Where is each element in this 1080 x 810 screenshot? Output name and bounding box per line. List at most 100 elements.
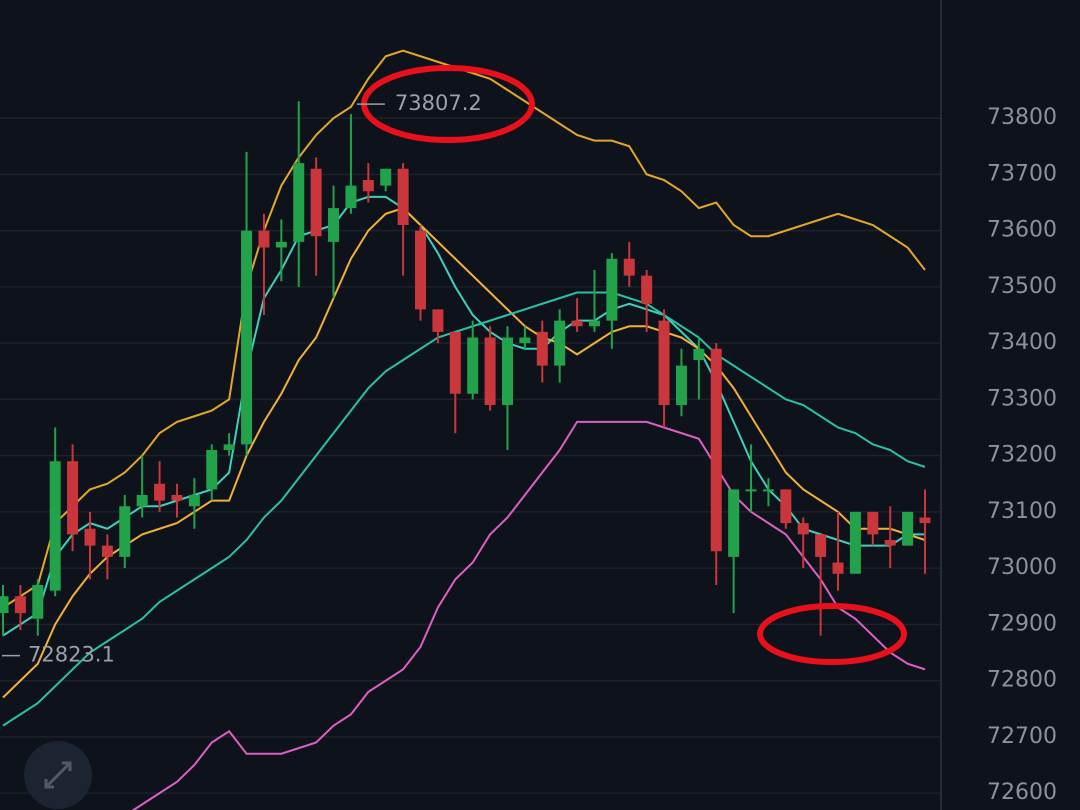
y-tick-label: 73700: [987, 161, 1057, 186]
candle-body: [884, 540, 896, 546]
candle: [49, 427, 61, 597]
candle-body: [84, 528, 96, 546]
candle: [275, 219, 287, 282]
candle: [484, 326, 496, 411]
min-label: 72823.1: [28, 643, 115, 667]
candle-body: [380, 168, 392, 186]
candle-body: [188, 495, 200, 507]
y-tick-label: 72800: [987, 668, 1057, 693]
candle: [467, 320, 479, 400]
candle-body: [0, 596, 9, 614]
candle: [101, 534, 113, 580]
candle: [815, 534, 827, 636]
y-tick-label: 73100: [987, 499, 1057, 524]
y-tick-label: 73500: [987, 274, 1057, 299]
candle: [571, 298, 583, 332]
candle-body: [693, 348, 705, 360]
candle: [188, 478, 200, 529]
candle: [345, 114, 357, 214]
candle-body: [606, 258, 618, 321]
candle-body: [397, 168, 409, 225]
candle: [136, 455, 148, 518]
candle-body: [49, 461, 61, 591]
candle-body: [241, 230, 253, 445]
candle-body: [415, 230, 427, 310]
candle-body: [797, 523, 809, 535]
candle: [762, 478, 774, 507]
candle: [206, 444, 218, 501]
candle-body: [310, 168, 322, 237]
candle-body: [536, 331, 548, 366]
candle-body: [101, 545, 113, 557]
candle: [154, 461, 166, 512]
candle-body: [171, 495, 183, 501]
candle: [415, 225, 427, 321]
candle-body: [588, 320, 600, 327]
candle-body: [780, 489, 792, 524]
ma-line: [2, 195, 925, 637]
candle-body: [501, 337, 513, 405]
candle: [588, 270, 600, 332]
candle-body: [867, 511, 879, 535]
candle-body: [362, 180, 374, 192]
candle: [658, 309, 670, 428]
candle-body: [658, 320, 670, 405]
candle: [675, 348, 687, 417]
highlight-ellipse: [757, 603, 907, 665]
candle-body: [919, 517, 931, 524]
candle-body: [902, 511, 914, 546]
candle: [310, 157, 322, 276]
candle-body: [554, 320, 566, 366]
y-tick-label: 72600: [987, 780, 1057, 805]
candle: [554, 309, 566, 383]
candle: [501, 326, 513, 450]
candle-body: [449, 331, 461, 394]
candle: [693, 337, 705, 400]
candle: [797, 517, 809, 569]
candle-body: [293, 163, 305, 242]
candle: [397, 163, 409, 276]
candle-body: [641, 275, 653, 304]
candle-body: [119, 506, 131, 557]
candle: [641, 270, 653, 332]
expand-button[interactable]: [24, 741, 92, 809]
candle-body: [432, 309, 444, 332]
candle: [119, 495, 131, 569]
y-tick-label: 73400: [987, 330, 1057, 355]
candle-body: [67, 461, 79, 535]
candle: [449, 331, 461, 434]
candle-body: [675, 365, 687, 405]
y-tick-label: 73800: [987, 105, 1057, 130]
candle: [223, 433, 235, 456]
candle: [171, 483, 183, 518]
candle: [84, 511, 96, 580]
candle: [536, 320, 548, 383]
candle-body: [519, 337, 531, 344]
max-label: 73807.2: [395, 91, 482, 115]
y-tick-label: 73300: [987, 386, 1057, 411]
candle-body: [32, 585, 44, 619]
candle: [902, 511, 914, 546]
candle-body: [710, 348, 722, 552]
candle-body: [328, 208, 340, 242]
candle: [380, 168, 392, 192]
candle: [0, 585, 9, 636]
candle: [362, 163, 374, 203]
candle: [832, 511, 844, 591]
candle: [867, 511, 879, 546]
candle-body: [484, 337, 496, 405]
candle: [919, 489, 931, 574]
candle: [849, 511, 861, 574]
candle: [745, 444, 757, 512]
ma-line: [2, 291, 926, 727]
candle: [328, 185, 340, 299]
candle: [293, 101, 305, 287]
candle-body: [136, 495, 148, 507]
y-tick-label: 73200: [987, 443, 1057, 468]
candle-body: [14, 596, 26, 614]
candle-body: [832, 562, 844, 574]
y-axis: 72600 72700 72800 72900 73000 73100 73200 73300…: [987, 105, 1057, 805]
candle-body: [728, 489, 740, 557]
